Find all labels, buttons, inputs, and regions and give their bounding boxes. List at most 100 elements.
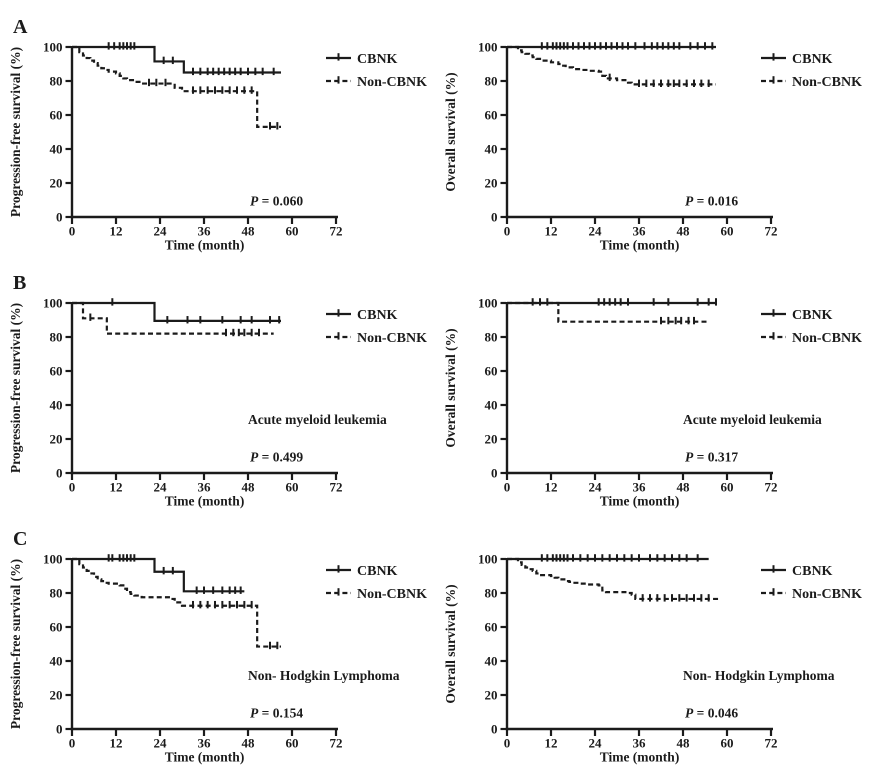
y-tick-label: 40 bbox=[485, 398, 498, 413]
legend: CBNK Non-CBNK bbox=[761, 564, 862, 602]
y-axis-title: Progression-free survival (%) bbox=[8, 303, 23, 473]
legend-label-cbnk: CBNK bbox=[792, 52, 833, 67]
x-tick-label: 72 bbox=[765, 480, 778, 495]
p-value: P = 0.016 bbox=[685, 194, 738, 209]
y-tick-label: 80 bbox=[50, 586, 63, 601]
x-tick-label: 60 bbox=[286, 480, 299, 495]
legend: CBNK Non-CBNK bbox=[761, 52, 862, 90]
legend-label-cbnk: CBNK bbox=[792, 564, 833, 579]
x-tick-label: 0 bbox=[69, 736, 76, 751]
legend-label-non-cbnk: Non-CBNK bbox=[357, 75, 427, 90]
x-tick-label: 24 bbox=[589, 480, 603, 495]
x-axis-title: Time (month) bbox=[165, 494, 245, 509]
chart-os-aml: 0 20 40 60 80 100 0 12 24 36 48 60 72 Time (month) Ove… bbox=[443, 296, 862, 509]
y-tick-label: 0 bbox=[56, 722, 63, 737]
disease-annotation: Acute myeloid leukemia bbox=[248, 412, 387, 427]
y-tick-label: 100 bbox=[478, 40, 498, 55]
x-tick-label: 12 bbox=[110, 480, 123, 495]
y-tick-label: 0 bbox=[491, 210, 498, 225]
x-tick-label: 72 bbox=[330, 224, 343, 239]
y-tick-label: 100 bbox=[478, 296, 498, 311]
x-tick-label: 36 bbox=[198, 224, 212, 239]
disease-annotation: Non- Hodgkin Lymphoma bbox=[248, 668, 400, 683]
legend: CBNK Non-CBNK bbox=[326, 308, 427, 346]
p-value: P = 0.060 bbox=[250, 194, 303, 209]
x-tick-label: 48 bbox=[677, 480, 691, 495]
km-curve-non-cbnk bbox=[507, 301, 709, 323]
y-tick-label: 100 bbox=[43, 40, 63, 55]
legend: CBNK Non-CBNK bbox=[326, 564, 427, 602]
y-tick-label: 20 bbox=[485, 432, 498, 447]
panel-row-c: C 0 20 40 60 80 100 0 12 24 36 48 60 72 Time (month) P… bbox=[0, 514, 870, 770]
y-tick-label: 20 bbox=[485, 688, 498, 703]
y-tick-label: 60 bbox=[50, 108, 63, 123]
p-value: P = 0.499 bbox=[250, 450, 303, 465]
x-tick-label: 0 bbox=[69, 224, 76, 239]
panel-row-b: B 0 20 40 60 80 100 0 12 24 36 48 60 72 Time (month) P… bbox=[0, 258, 870, 514]
censor-marks-non-cbnk bbox=[608, 73, 710, 87]
y-tick-label: 0 bbox=[491, 466, 498, 481]
y-tick-label: 60 bbox=[50, 620, 63, 635]
y-tick-label: 60 bbox=[485, 108, 498, 123]
x-tick-label: 12 bbox=[545, 480, 558, 495]
y-tick-label: 20 bbox=[50, 688, 63, 703]
x-axis-title: Time (month) bbox=[600, 238, 680, 253]
disease-annotation: Acute myeloid leukemia bbox=[683, 412, 822, 427]
km-curve-non-cbnk bbox=[72, 557, 281, 648]
chart-pfs-aml: 0 20 40 60 80 100 0 12 24 36 48 60 72 Time (month) Pro… bbox=[8, 296, 427, 509]
x-tick-label: 48 bbox=[677, 224, 691, 239]
legend-label-cbnk: CBNK bbox=[792, 308, 833, 323]
y-tick-label: 20 bbox=[50, 432, 63, 447]
y-tick-label: 80 bbox=[50, 330, 63, 345]
panel-row-a: A 0 20 40 60 80 100 0 12 24 36 48 60 72 Time (month) P… bbox=[0, 2, 870, 258]
x-axis-title: Time (month) bbox=[165, 750, 245, 765]
p-value: P = 0.046 bbox=[685, 706, 738, 721]
y-tick-label: 0 bbox=[56, 210, 63, 225]
y-tick-label: 60 bbox=[485, 364, 498, 379]
y-tick-label: 40 bbox=[50, 398, 63, 413]
censor-marks-cbnk bbox=[107, 42, 275, 76]
panel-letter-a: A bbox=[13, 16, 28, 38]
km-curve-non-cbnk bbox=[507, 557, 720, 601]
x-tick-label: 60 bbox=[721, 480, 734, 495]
km-curve-non-cbnk bbox=[72, 45, 281, 128]
x-tick-label: 24 bbox=[589, 736, 603, 751]
legend-label-non-cbnk: Non-CBNK bbox=[792, 331, 862, 346]
y-axis-title: Overall survival (%) bbox=[443, 328, 458, 447]
disease-annotation: Non- Hodgkin Lymphoma bbox=[683, 668, 835, 683]
x-tick-label: 36 bbox=[633, 736, 647, 751]
y-tick-label: 0 bbox=[491, 722, 498, 737]
chart-os-nhl: 0 20 40 60 80 100 0 12 24 36 48 60 72 Time (month) Ove… bbox=[443, 552, 862, 765]
censor-marks-cbnk bbox=[531, 298, 717, 306]
y-tick-label: 80 bbox=[485, 586, 498, 601]
km-curve-cbnk bbox=[72, 301, 281, 322]
x-tick-label: 24 bbox=[154, 224, 168, 239]
censor-marks-non-cbnk bbox=[89, 313, 260, 337]
x-tick-label: 60 bbox=[721, 736, 734, 751]
y-tick-label: 80 bbox=[485, 74, 498, 89]
km-curve-cbnk bbox=[72, 557, 245, 593]
legend: CBNK Non-CBNK bbox=[326, 52, 427, 90]
x-tick-label: 36 bbox=[633, 480, 647, 495]
x-tick-label: 60 bbox=[721, 224, 734, 239]
censor-marks-non-cbnk bbox=[192, 600, 279, 650]
km-curve-non-cbnk bbox=[507, 45, 716, 86]
y-axis-title: Progression-free survival (%) bbox=[8, 559, 23, 729]
x-tick-label: 72 bbox=[765, 224, 778, 239]
x-tick-label: 24 bbox=[589, 224, 603, 239]
y-tick-label: 0 bbox=[56, 466, 63, 481]
y-tick-label: 80 bbox=[485, 330, 498, 345]
x-axis-title: Time (month) bbox=[165, 238, 245, 253]
censor-marks-cbnk bbox=[111, 298, 281, 324]
y-tick-label: 40 bbox=[50, 654, 63, 669]
chart-pfs-all-patients: 0 20 40 60 80 100 0 12 24 36 48 60 72 Time (month) Pro… bbox=[8, 40, 427, 253]
x-tick-label: 0 bbox=[504, 224, 511, 239]
p-value: P = 0.154 bbox=[250, 706, 303, 721]
x-tick-label: 72 bbox=[765, 736, 778, 751]
y-tick-label: 20 bbox=[485, 176, 498, 191]
y-tick-label: 40 bbox=[50, 142, 63, 157]
x-axis-title: Time (month) bbox=[600, 494, 680, 509]
y-tick-label: 40 bbox=[485, 654, 498, 669]
legend-label-cbnk: CBNK bbox=[357, 52, 398, 67]
chart-pfs-nhl: 0 20 40 60 80 100 0 12 24 36 48 60 72 Time (month) Pro… bbox=[8, 552, 427, 765]
